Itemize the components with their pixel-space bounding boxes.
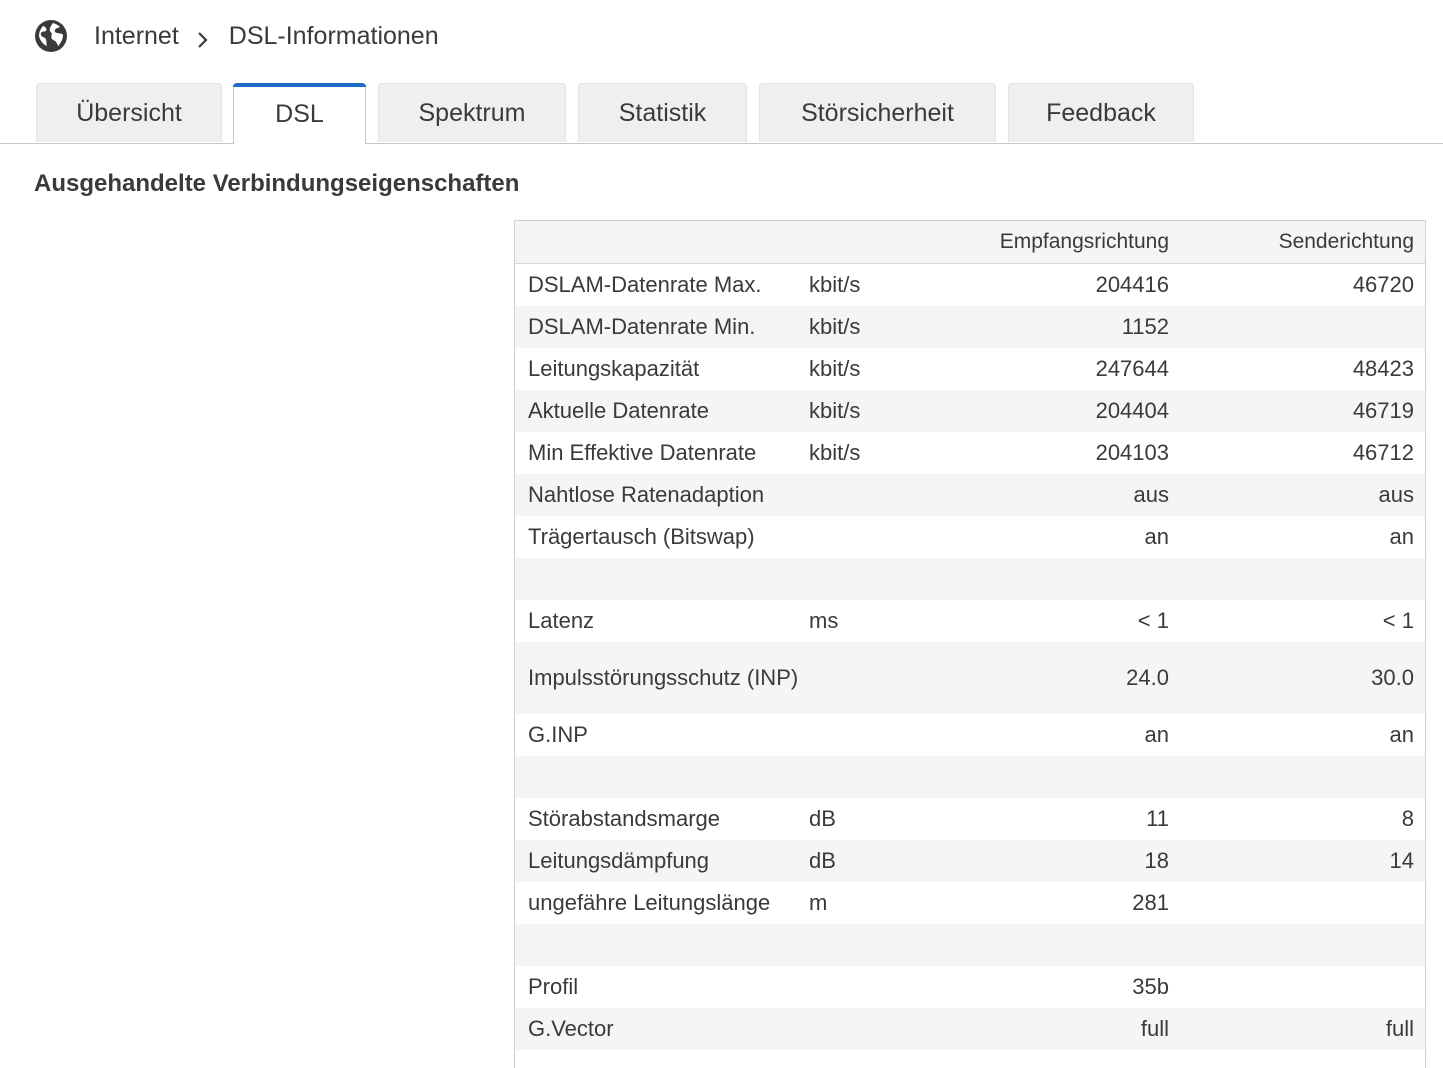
row-send-value: 14: [1389, 848, 1414, 873]
dsl-properties-table: Empfangsrichtung Senderichtung DSLAM-Dat…: [514, 220, 1426, 1068]
breadcrumb-current: DSL-Informationen: [228, 21, 439, 50]
tab-dsl[interactable]: DSL: [233, 83, 366, 144]
row-receive-value: 35b: [1132, 974, 1169, 999]
row-send-value: 8: [1401, 806, 1414, 831]
table-row: Profil 35b: [515, 966, 1425, 1008]
row-label: Latenz: [528, 608, 595, 633]
row-send-value: 46719: [1352, 398, 1414, 423]
row-label: DSLAM-Datenrate Max.: [528, 272, 762, 297]
row-unit: dB: [809, 806, 836, 831]
row-unit: kbit/s: [809, 314, 861, 339]
table-row: [515, 756, 1425, 798]
table-row: Aktuelle Datenrate kbit/s 204404 46719: [515, 390, 1425, 432]
row-label: Min Effektive Datenrate: [528, 440, 757, 465]
tab-statistik[interactable]: Statistik: [578, 83, 747, 142]
section-title: Ausgehandelte Verbindungseigenschaften: [34, 170, 520, 197]
row-label: Aktuelle Datenrate: [528, 398, 709, 423]
row-unit: m: [809, 890, 828, 915]
row-label: Nahtlose Ratenadaption: [528, 482, 765, 507]
row-label: Trägertausch (Bitswap): [528, 524, 755, 549]
row-send-value: an: [1389, 722, 1414, 747]
row-unit: ms: [809, 608, 839, 633]
tab-feedback[interactable]: Feedback: [1008, 83, 1194, 142]
row-label: DSLAM-Datenrate Min.: [528, 314, 756, 339]
table-row: Leitungskapazität kbit/s 247644 48423: [515, 348, 1425, 390]
table-row: [515, 558, 1425, 600]
table-row: G.INP an an: [515, 714, 1425, 756]
row-label: G.Vector: [528, 1016, 614, 1041]
row-unit: kbit/s: [809, 398, 861, 423]
table-row: G.Vector full full: [515, 1008, 1425, 1050]
row-receive-value: 204103: [1095, 440, 1169, 465]
header-receive: Empfangsrichtung: [999, 230, 1169, 253]
row-send-value: 46712: [1352, 440, 1414, 465]
table-row: DSLAM-Datenrate Max. kbit/s 204416 46720: [515, 264, 1425, 306]
row-receive-value: 247644: [1095, 356, 1169, 381]
table-row: Störabstandsmarge dB 11 8: [515, 798, 1425, 840]
row-send-value: 48423: [1352, 356, 1414, 381]
row-receive-value: full: [1140, 1016, 1169, 1041]
row-receive-value: 281: [1132, 890, 1169, 915]
tab-stoersicherheit[interactable]: Störsicherheit: [759, 83, 996, 142]
table-row: Trägertausch (Bitswap) an an: [515, 516, 1425, 558]
tab-uebersicht[interactable]: Übersicht: [36, 83, 222, 142]
row-label: Leitungsdämpfung: [528, 848, 710, 873]
row-receive-value: < 1: [1137, 608, 1169, 633]
row-send-value: aus: [1378, 482, 1414, 507]
row-receive-value: 11: [1146, 806, 1169, 831]
row-receive-value: an: [1144, 524, 1169, 549]
row-unit: kbit/s: [809, 272, 861, 297]
row-receive-value: 24.0: [1126, 665, 1169, 690]
table-row: Leitungsdämpfung dB 18 14: [515, 840, 1425, 882]
row-send-value: an: [1389, 524, 1414, 549]
row-receive-value: 204404: [1095, 398, 1169, 423]
table-row: [515, 924, 1425, 966]
row-send-value: full: [1385, 1016, 1414, 1041]
breadcrumb-internet[interactable]: Internet: [94, 21, 179, 50]
table-row: Impulsstörungsschutz (INP) 24.0 30.0: [515, 642, 1425, 714]
row-receive-value: 204416: [1095, 272, 1169, 297]
row-label: Störabstandsmarge: [528, 806, 720, 831]
row-send-value: < 1: [1382, 608, 1414, 633]
row-receive-value: an: [1144, 722, 1169, 747]
row-label: ungefähre Leitungslänge: [528, 890, 771, 915]
row-label: Impulsstörungsschutz (INP): [528, 665, 799, 690]
tab-bar: Übersicht DSL Spektrum Statistik Störsic…: [0, 83, 1443, 144]
tab-spektrum[interactable]: Spektrum: [378, 83, 566, 142]
row-receive-value: aus: [1133, 482, 1169, 507]
row-label: G.INP: [528, 722, 588, 747]
row-receive-value: 18: [1144, 848, 1169, 873]
row-send-value: 30.0: [1371, 665, 1414, 690]
table-row: DSLAM-Datenrate Min. kbit/s 1152: [515, 306, 1425, 348]
breadcrumb: Internet DSL-Informationen: [34, 18, 439, 54]
table-row: ungefähre Leitungslänge m 281: [515, 882, 1425, 924]
row-send-value: 46720: [1352, 272, 1414, 297]
row-label: Leitungskapazität: [528, 356, 700, 381]
header-send: Senderichtung: [1278, 230, 1414, 253]
row-receive-value: 1152: [1121, 314, 1169, 339]
table-header: Empfangsrichtung Senderichtung: [515, 221, 1425, 264]
table-row: Nahtlose Ratenadaption aus aus: [515, 474, 1425, 516]
globe-icon: [34, 19, 68, 53]
chevron-right-icon: [197, 27, 209, 48]
table-row: Latenz ms < 1 < 1: [515, 600, 1425, 642]
row-unit: kbit/s: [809, 356, 861, 381]
row-label: Profil: [528, 974, 579, 999]
row-unit: kbit/s: [809, 440, 861, 465]
table-row: Min Effektive Datenrate kbit/s 204103 46712: [515, 432, 1425, 474]
row-unit: dB: [809, 848, 836, 873]
